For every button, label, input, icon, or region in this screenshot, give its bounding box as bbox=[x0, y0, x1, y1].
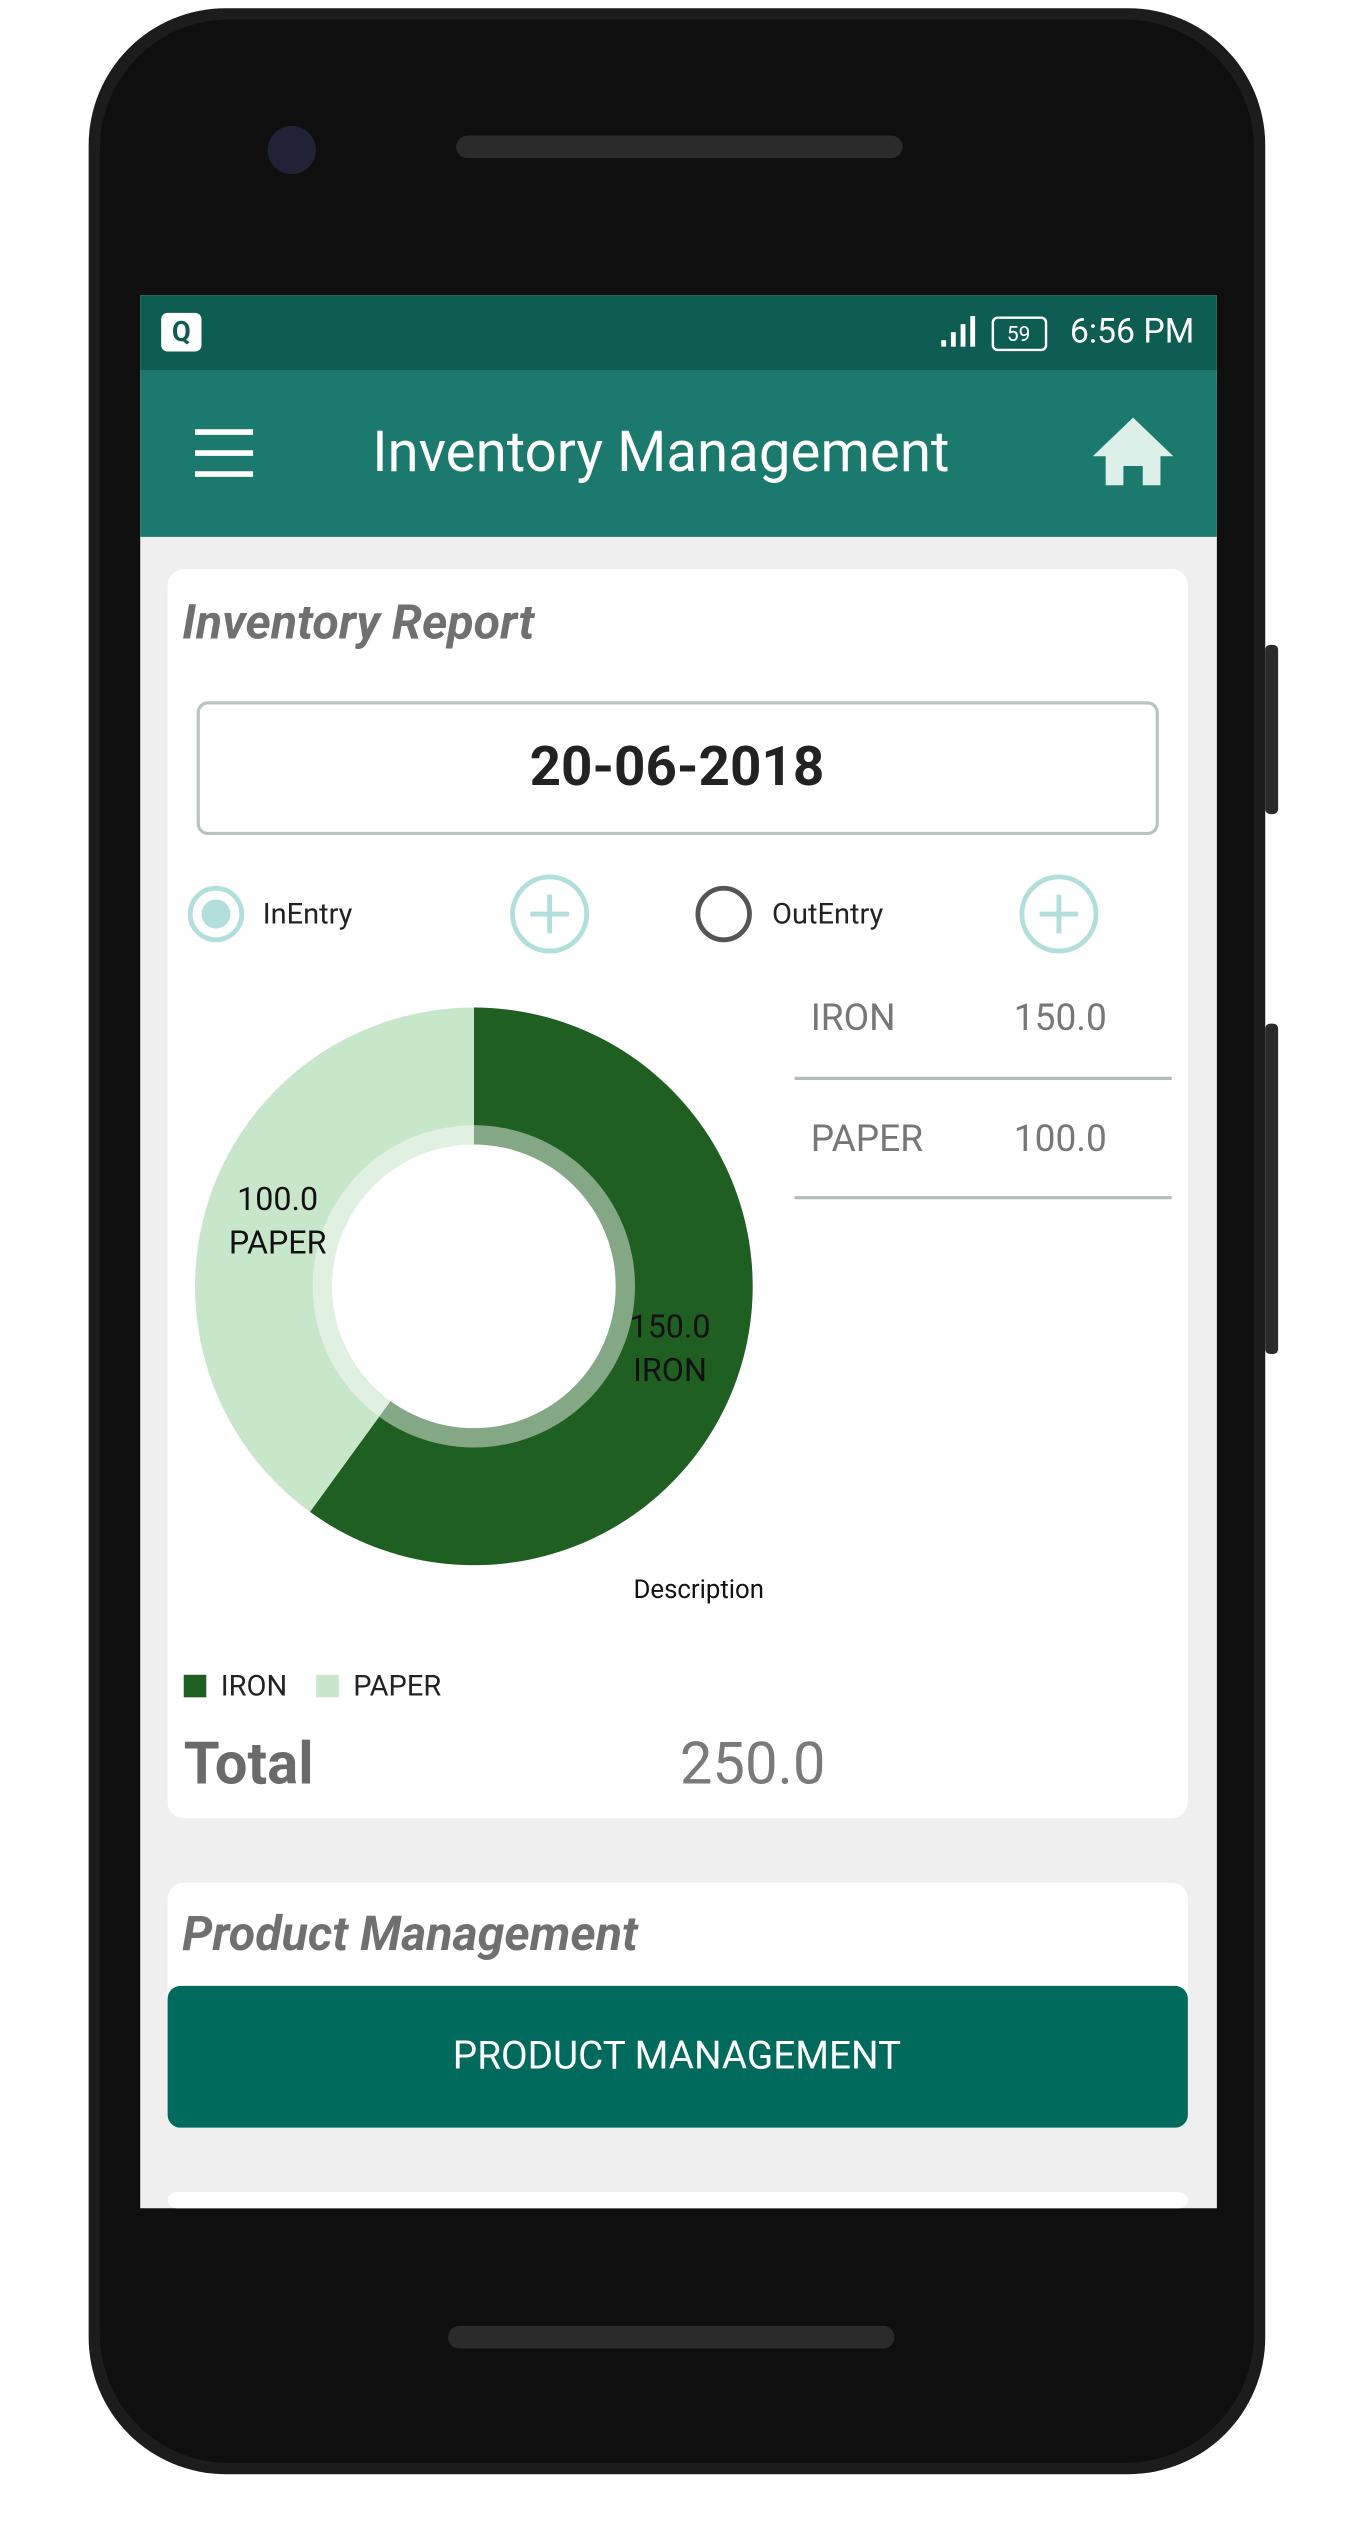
slice-name: PAPER bbox=[229, 1224, 327, 1262]
app-title: Inventory Management bbox=[372, 419, 949, 485]
slice-value: 100.0 bbox=[237, 1180, 318, 1218]
camera bbox=[267, 125, 316, 175]
total-label: Total bbox=[184, 1731, 314, 1799]
donut-hole bbox=[332, 1144, 616, 1429]
table-item: PAPER bbox=[811, 1118, 924, 1161]
card-title: Product Management bbox=[182, 1905, 639, 1962]
home-button[interactable] bbox=[1092, 417, 1174, 486]
table-qty: 100.0 bbox=[1014, 1118, 1107, 1161]
speaker bbox=[456, 135, 903, 159]
legend-label: IRON bbox=[221, 1669, 287, 1703]
side-button bbox=[1265, 644, 1279, 815]
signal-icon bbox=[941, 316, 976, 347]
speaker bbox=[448, 2325, 895, 2349]
pie-chart: 150.0 IRON 100.0 PAPER Description IRON PAPER bbox=[183, 1007, 764, 1703]
card-title: Inventory Report bbox=[182, 593, 535, 650]
slice-name: IRON bbox=[633, 1351, 707, 1389]
battery-level: 59 bbox=[1007, 323, 1031, 347]
table-item: IRON bbox=[811, 997, 896, 1040]
product-button[interactable] bbox=[167, 1985, 1188, 2128]
radio-dot bbox=[201, 899, 231, 929]
date-text: 20-06-2018 bbox=[530, 735, 825, 799]
status-bar bbox=[140, 295, 1217, 371]
radio-out[interactable] bbox=[695, 885, 752, 943]
side-button bbox=[1265, 1023, 1279, 1355]
add-out-button[interactable] bbox=[1019, 874, 1099, 954]
date-field[interactable] bbox=[196, 701, 1159, 836]
clock: 6:56 PM bbox=[1070, 313, 1195, 352]
menu-button[interactable] bbox=[195, 429, 254, 477]
slice-value: 150.0 bbox=[630, 1308, 711, 1346]
next-card bbox=[167, 2192, 1188, 2209]
legend-label: PAPER bbox=[353, 1669, 441, 1703]
notification-icon bbox=[161, 312, 202, 352]
total-value: 250.0 bbox=[680, 1731, 826, 1799]
legend-swatch bbox=[316, 1674, 339, 1698]
radio-in[interactable] bbox=[187, 885, 245, 943]
radio-label: InEntry bbox=[263, 897, 353, 931]
table-qty: 150.0 bbox=[1014, 997, 1107, 1040]
radio-label: OutEntry bbox=[772, 897, 883, 931]
add-in-button[interactable] bbox=[510, 874, 590, 954]
battery-icon bbox=[991, 316, 1048, 352]
chart-description: Description bbox=[634, 1575, 764, 1605]
legend-swatch bbox=[183, 1674, 207, 1698]
app-bar bbox=[140, 370, 1217, 537]
notification-text: Q bbox=[172, 316, 191, 348]
button-text: PRODUCT MANAGEMENT bbox=[453, 2034, 901, 2079]
pie-slice bbox=[195, 1007, 474, 1512]
